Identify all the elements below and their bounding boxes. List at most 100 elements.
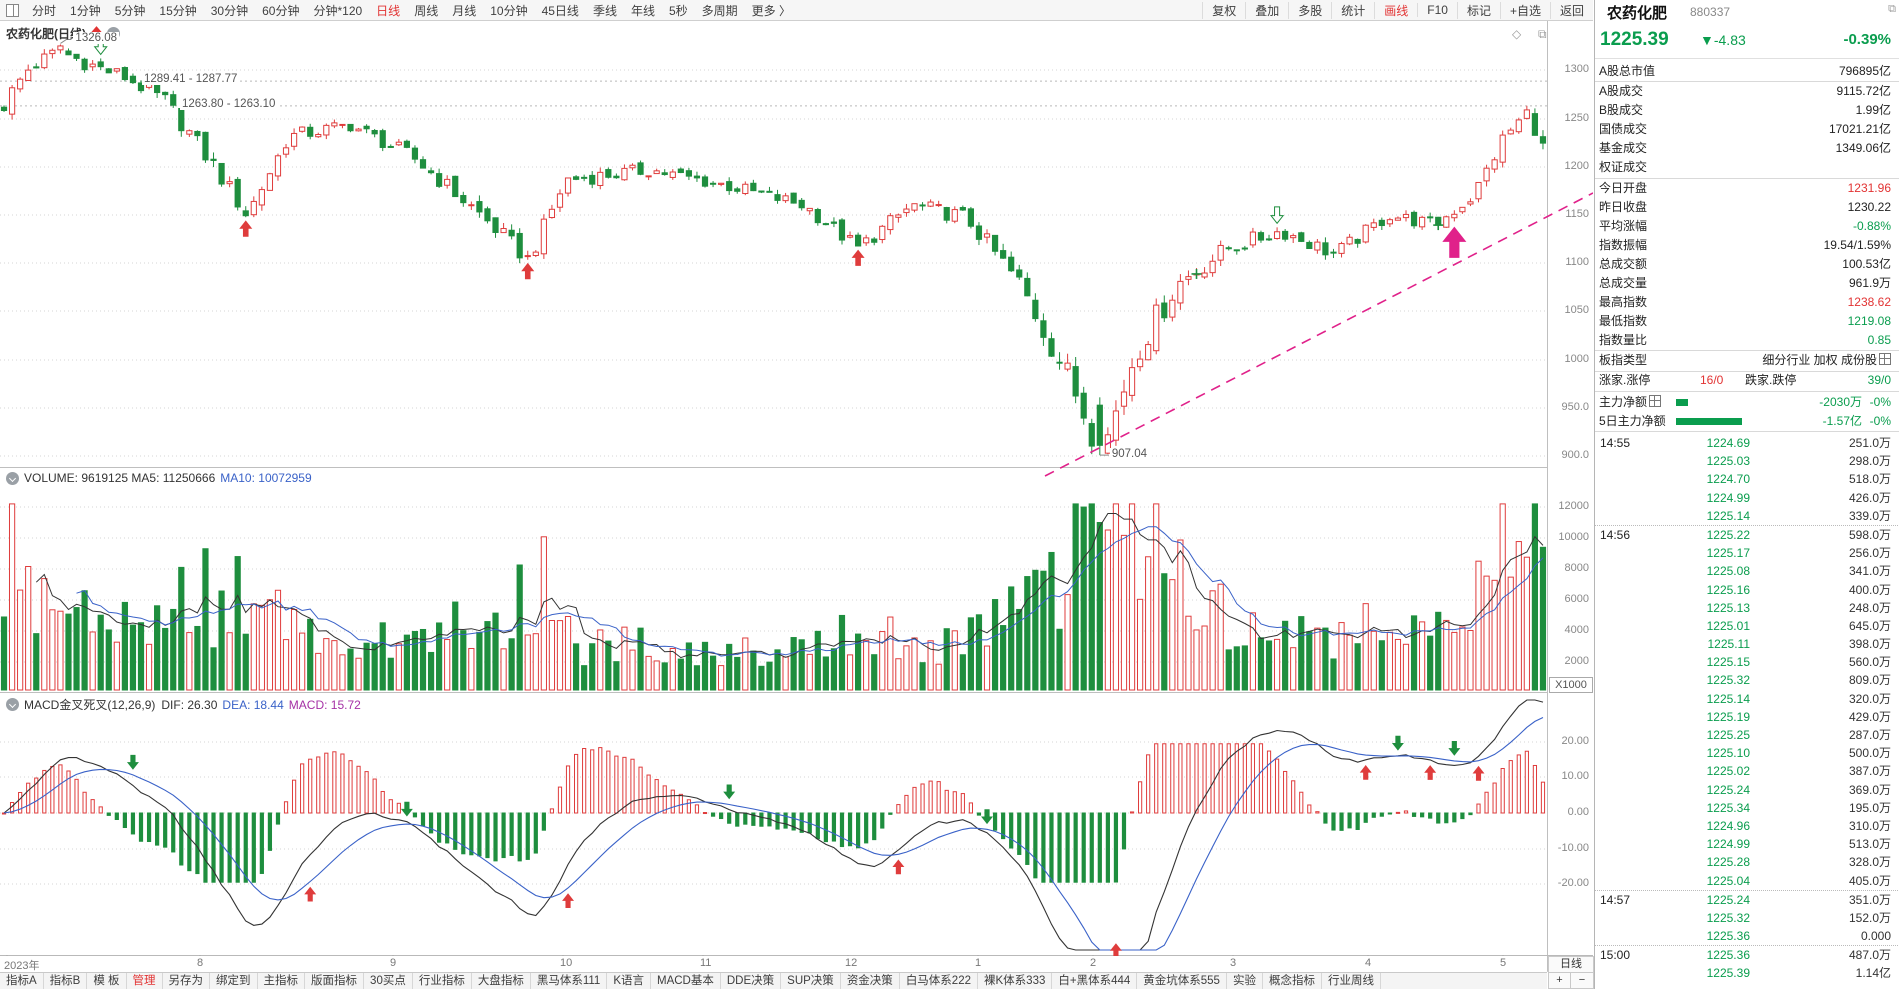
- toolbar-button[interactable]: +自选: [1499, 1, 1550, 19]
- indicator-tab[interactable]: 管理: [127, 973, 163, 989]
- period-tab[interactable]: 分时: [32, 3, 57, 18]
- period-tab[interactable]: 5分钟: [114, 3, 146, 18]
- indicator-tab[interactable]: 资金决策: [841, 973, 900, 989]
- detail-grid-icon[interactable]: [1649, 395, 1662, 407]
- indicator-tab[interactable]: 行业周线: [1322, 973, 1381, 989]
- indicator-tab[interactable]: 实验: [1227, 973, 1263, 989]
- indicator-tab[interactable]: 概念指标: [1263, 973, 1322, 989]
- period-tab[interactable]: 30分钟: [210, 3, 249, 18]
- zoom-out-button[interactable]: −: [1570, 972, 1594, 989]
- tick-price: 1225.32: [1706, 673, 1750, 688]
- toolbar-button[interactable]: 返回: [1549, 1, 1593, 19]
- quote-panel: 农药化肥 880337 ⧉ 1225.39 ▼-4.83 -0.39% A股总市…: [1594, 0, 1899, 989]
- toolbar-button[interactable]: F10: [1417, 3, 1457, 17]
- indicator-tab[interactable]: 主指标: [258, 973, 306, 989]
- indicator-tab[interactable]: 版面指标: [305, 973, 365, 989]
- period-tab[interactable]: 日线: [376, 3, 401, 18]
- tick-price: 1225.25: [1706, 728, 1750, 742]
- indicator-tab[interactable]: 指标A: [0, 973, 44, 989]
- info-value: 961.9万: [1848, 276, 1891, 291]
- indicator-tab[interactable]: K语言: [607, 973, 651, 989]
- tick-row: 1224.96 310.0万: [1595, 817, 1899, 835]
- window-restore-icon[interactable]: ⧉: [1538, 27, 1547, 41]
- period-tab[interactable]: 15分钟: [159, 3, 197, 18]
- period-tab[interactable]: 更多 〉: [751, 3, 792, 18]
- indicator-tab[interactable]: 30买点: [364, 973, 413, 989]
- indicator-tab[interactable]: 黄金坑体系555: [1137, 973, 1227, 989]
- indicator-tab[interactable]: SUP决策: [781, 973, 841, 989]
- period-tab[interactable]: 月线: [452, 3, 477, 18]
- toolbar-button[interactable]: 统计: [1331, 1, 1374, 19]
- period-tab[interactable]: 分钟*120: [313, 3, 363, 18]
- indicator-tab-bar: 指标A 指标B 模 板管理 另存为 绑定到 主指标 版面指标 30买点 行业指标 大盘指标 黑马体系…: [0, 972, 1547, 989]
- indicator-tab[interactable]: 指标B: [44, 973, 88, 989]
- tick-volume: 351.0万: [1848, 892, 1891, 907]
- indicator-tab[interactable]: 模 板: [87, 973, 127, 989]
- tick-volume: 429.0万: [1848, 709, 1891, 724]
- toolbar-button[interactable]: 画线: [1374, 1, 1417, 19]
- toolbar-button[interactable]: 多股: [1288, 1, 1331, 19]
- collapse-chevron-icon[interactable]: [6, 698, 19, 711]
- collapse-chevron-icon[interactable]: [6, 471, 19, 485]
- kline-chart-canvas[interactable]: [0, 0, 1593, 972]
- y-axis-label: 20.00: [1561, 735, 1589, 747]
- period-tab[interactable]: 1分钟: [70, 3, 101, 18]
- diamond-icon[interactable]: ◇: [1512, 27, 1522, 41]
- layout-split-icon[interactable]: [6, 3, 19, 17]
- indicator-tab[interactable]: 白+黑体系444: [1052, 973, 1138, 989]
- period-tab[interactable]: 季线: [592, 3, 617, 18]
- tick-volume: 341.0万: [1848, 564, 1891, 579]
- toolbar-button[interactable]: 复权: [1202, 1, 1245, 19]
- indicator-tab[interactable]: 另存为: [163, 973, 211, 989]
- tick-volume: 287.0万: [1848, 728, 1891, 742]
- tick-row: 1225.16 400.0万: [1595, 581, 1899, 599]
- tick-volume: 320.0万: [1848, 691, 1891, 706]
- tick-volume: 0.000: [1860, 929, 1891, 944]
- tick-row: 15:00 1225.36 487.0万: [1595, 945, 1899, 964]
- indicator-tab[interactable]: 裸K体系333: [978, 973, 1053, 989]
- y-axis-label: 1050: [1564, 304, 1589, 316]
- info-value: 17021.21亿: [1828, 122, 1891, 137]
- toolbar-button[interactable]: 叠加: [1245, 1, 1288, 19]
- period-tab[interactable]: 10分钟: [490, 3, 528, 18]
- period-tab[interactable]: 60分钟: [262, 3, 300, 18]
- main-net5-row: 5日主力净额 -1.57亿 -0%: [1595, 412, 1899, 432]
- y-axis-label: -20.00: [1557, 877, 1589, 889]
- tick-row: 1225.14 320.0万: [1595, 690, 1899, 708]
- indicator-tab[interactable]: 大盘指标: [472, 973, 531, 989]
- toolbar-button[interactable]: 标记: [1456, 1, 1500, 19]
- period-tab[interactable]: 周线: [414, 3, 439, 18]
- zoom-in-button[interactable]: +: [1548, 972, 1571, 989]
- tick-time: 14:56: [1600, 527, 1631, 542]
- info-value: 19.54/1.59%: [1823, 237, 1891, 252]
- y-axis-label: -10.00: [1557, 842, 1589, 854]
- period-tab[interactable]: 5秒: [668, 3, 688, 18]
- buy-arrow-icon: [1472, 765, 1485, 781]
- tick-volume: 248.0万: [1848, 600, 1891, 615]
- period-tab[interactable]: 45日线: [541, 3, 579, 18]
- indicator-tab[interactable]: 黑马体系111: [531, 973, 608, 989]
- indicator-tab[interactable]: 白马体系222: [900, 973, 978, 989]
- indicator-tab[interactable]: 行业指标: [413, 973, 472, 989]
- tick-volume: 1.14亿: [1855, 966, 1891, 981]
- constituents-grid-icon[interactable]: [1879, 353, 1891, 366]
- indicator-tab[interactable]: MACD基本: [651, 973, 721, 989]
- advancers-value: 16/0: [1700, 373, 1724, 387]
- info-label: A股成交: [1599, 84, 1644, 99]
- info-row: A股成交 9115.72亿: [1595, 82, 1899, 101]
- indicator-tab[interactable]: DDE决策: [721, 973, 782, 989]
- window-restore-icon[interactable]: ⧉: [1888, 3, 1896, 15]
- y-axis-label: 1100: [1565, 256, 1589, 268]
- info-row: 指数振幅 19.54/1.59%: [1595, 236, 1899, 255]
- buy-arrow-icon: [521, 262, 535, 280]
- info-row: 总成交量 961.9万: [1595, 274, 1899, 293]
- tick-volume: 256.0万: [1848, 546, 1891, 561]
- tick-volume: 328.0万: [1848, 855, 1891, 870]
- info-label: 基金成交: [1599, 141, 1648, 156]
- period-tab[interactable]: 多周期: [701, 3, 738, 18]
- indicator-tab[interactable]: 绑定到: [210, 973, 258, 989]
- period-tab[interactable]: 年线: [630, 3, 655, 18]
- tick-volume: 645.0万: [1848, 618, 1891, 633]
- main-net5-label: 5日主力净额: [1599, 414, 1666, 428]
